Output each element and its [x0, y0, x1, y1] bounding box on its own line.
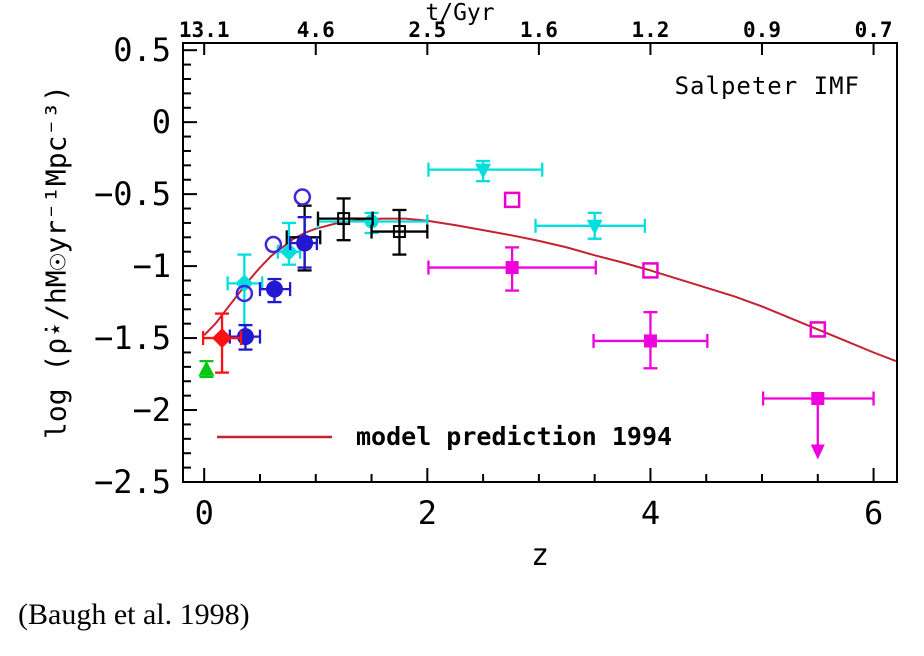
series-blue-open-circles — [235, 188, 312, 303]
top-tick-label: 1.2 — [631, 18, 669, 42]
top-tick-label: 2.5 — [408, 18, 446, 42]
y-tick-label: −1 — [132, 247, 171, 285]
legend-label: model prediction 1994 — [356, 422, 673, 451]
plot-canvas: 0 2 4 6 0.5 0 −0.5 −1 −1.5 −2 −2.5 13.1 4.6 2.5 1.6 1.2… — [94, 18, 898, 532]
data-point — [293, 188, 312, 206]
top-axis-title: t/Gyr — [425, 0, 495, 26]
data-point — [809, 321, 827, 338]
top-tick-label: 0.9 — [743, 18, 781, 42]
x-tick-label: 4 — [641, 494, 660, 532]
data-point — [642, 262, 659, 279]
series-magenta-filled-squares — [427, 246, 875, 460]
series-cyan-triangles-down — [427, 159, 647, 240]
top-tick-label: 0.7 — [855, 18, 893, 42]
data-point — [198, 359, 215, 379]
y-tick-label: 0.5 — [113, 31, 171, 69]
top-tick-label: 13.1 — [179, 18, 230, 42]
model-curve — [203, 217, 897, 363]
tick-labels: 0 2 4 6 0.5 0 −0.5 −1 −1.5 −2 −2.5 13.1 4.6 2.5 1.6 1.2… — [94, 18, 893, 532]
y-tick-label: −2.5 — [94, 463, 171, 501]
data-point — [235, 284, 254, 303]
data-point — [534, 211, 647, 240]
data-point — [427, 159, 544, 183]
data-point — [288, 216, 319, 269]
x-tick-label: 2 — [418, 494, 437, 532]
y-tick-label: −0.5 — [94, 175, 171, 213]
data-point — [503, 191, 521, 209]
x-axis-title: z — [530, 538, 550, 573]
y-tick-label: 0 — [152, 103, 171, 141]
series-red-diamond — [201, 312, 243, 374]
imf-annotation: Salpeter IMF — [674, 72, 860, 100]
data-point — [370, 208, 429, 256]
top-tick-label: 1.6 — [520, 18, 558, 42]
series-green-triangle — [198, 359, 215, 379]
plot-frame — [182, 42, 898, 483]
x-tick-label: 6 — [864, 494, 883, 532]
data-point — [201, 312, 243, 374]
series-black-squares-cross — [316, 197, 429, 256]
x-tick-label: 0 — [195, 494, 214, 532]
top-tick-label: 4.6 — [297, 18, 335, 42]
data-point — [316, 197, 374, 242]
series-magenta-open-squares — [503, 191, 827, 338]
upper-limit-arrow-icon — [810, 444, 825, 460]
data-point — [264, 235, 283, 254]
data-point — [592, 311, 709, 370]
data-point — [761, 391, 875, 460]
data-point — [427, 246, 597, 292]
y-tick-label: −2 — [132, 391, 171, 429]
axis-ticks — [183, 43, 875, 483]
figure-caption: (Baugh et al. 1998) — [18, 598, 250, 631]
data-point — [258, 277, 292, 304]
y-tick-label: −1.5 — [94, 319, 171, 357]
y-axis-title: log (ρ̇⋆/hM☉yr⁻¹Mpc⁻³) — [39, 84, 73, 440]
